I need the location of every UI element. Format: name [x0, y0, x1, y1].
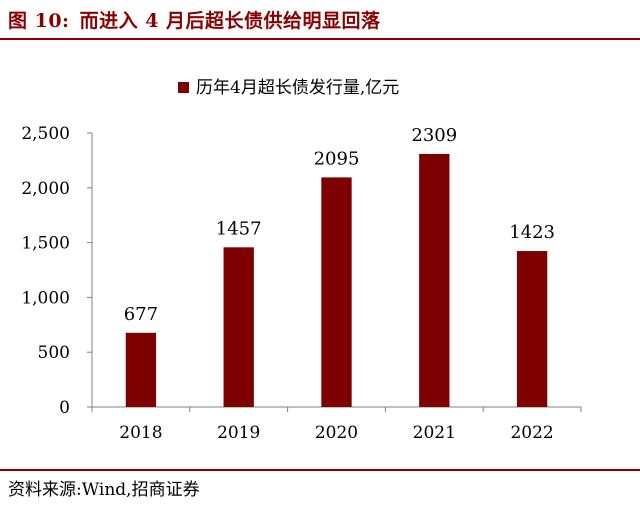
- y-tick-label: 1,500: [21, 234, 70, 254]
- legend-swatch: [178, 82, 189, 93]
- legend-label: 历年4月超长债发行量,亿元: [196, 78, 399, 98]
- bar: [125, 332, 157, 407]
- bars: [125, 153, 548, 407]
- bar-chart: 历年4月超长债发行量,亿元 0 500 1,000 1,500 2,000 2,500 2…: [21, 78, 582, 443]
- y-tick-label: 500: [38, 343, 70, 363]
- source-divider: [0, 469, 640, 471]
- source-note: 资料来源:Wind,招商证券: [8, 480, 200, 500]
- data-label: 1423: [509, 222, 555, 243]
- data-label: 677: [124, 304, 158, 325]
- data-label: 1457: [216, 218, 262, 239]
- x-tick-label: 2019: [217, 423, 260, 443]
- y-tick-label: 1,000: [21, 288, 70, 308]
- data-labels: 677 1457 2095 2309 1423: [124, 125, 555, 325]
- x-tick-label: 2022: [510, 423, 553, 443]
- title-divider: [0, 38, 640, 40]
- x-tick-label: 2018: [119, 423, 162, 443]
- figure-title: 图 10: 而进入 4 月后超长债供给明显回落: [8, 6, 381, 33]
- y-tick-label: 0: [59, 398, 70, 418]
- y-axis: 0 500 1,000 1,500 2,000 2,500: [21, 124, 93, 418]
- y-tick-label: 2,500: [21, 124, 70, 144]
- legend: 历年4月超长债发行量,亿元: [178, 78, 399, 98]
- bar: [516, 251, 548, 407]
- x-axis: 2018 2019 2020 2021 2022: [91, 406, 582, 443]
- bar: [419, 153, 450, 407]
- figure-title-text: 而进入 4 月后超长债供给明显回落: [79, 10, 381, 32]
- y-tick-label: 2,000: [21, 179, 70, 199]
- data-label: 2309: [411, 125, 457, 146]
- x-tick-label: 2021: [413, 423, 456, 443]
- figure-label: 图 10:: [8, 10, 70, 32]
- x-tick-label: 2020: [315, 423, 358, 443]
- data-label: 2095: [314, 148, 360, 169]
- bar: [223, 247, 254, 407]
- bar: [321, 177, 352, 407]
